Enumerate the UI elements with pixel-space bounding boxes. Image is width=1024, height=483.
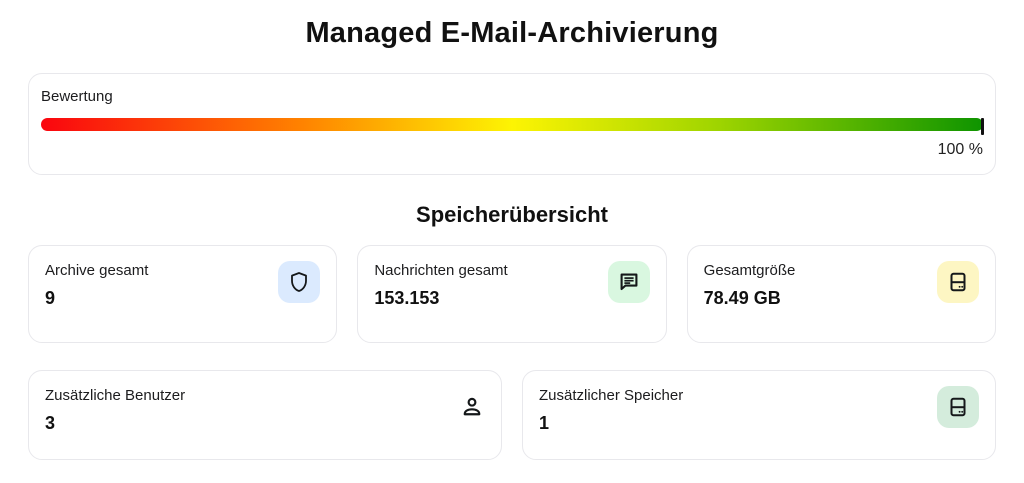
stat-label: Zusätzliche Benutzer bbox=[45, 387, 186, 404]
rating-bar-track bbox=[41, 118, 984, 135]
card-additional-users: Zusätzliche Benutzer 3 bbox=[28, 370, 502, 460]
page-title: Managed E-Mail-Archivierung bbox=[305, 17, 719, 49]
stat-label: Gesamtgröße bbox=[703, 262, 796, 279]
icon-badge bbox=[607, 261, 650, 303]
stat-value: 153.153 bbox=[374, 288, 440, 308]
rating-gradient-bar bbox=[41, 118, 983, 131]
icon-badge bbox=[937, 386, 979, 428]
stats-row-1: Archive gesamt 9 Nachrichten gesamt 153.… bbox=[28, 245, 996, 343]
stat-label: Nachrichten gesamt bbox=[374, 262, 508, 279]
icon-badge bbox=[443, 386, 485, 428]
icon-badge bbox=[278, 261, 321, 303]
stats-row-2: Zusätzliche Benutzer 3 Zusätzlicher Spei… bbox=[28, 370, 996, 460]
stat-value: 1 bbox=[539, 413, 550, 433]
shield-icon bbox=[287, 270, 311, 294]
card-additional-storage: Zusätzlicher Speicher 1 bbox=[522, 370, 996, 460]
stat-label: Archive gesamt bbox=[45, 262, 149, 279]
stat-value: 3 bbox=[45, 413, 56, 433]
card-total-size: Gesamtgröße 78.49 GB bbox=[686, 245, 996, 343]
harddrive-icon bbox=[946, 270, 970, 294]
card-archive-total: Archive gesamt 9 bbox=[28, 245, 338, 343]
stat-label: Zusätzlicher Speicher bbox=[539, 387, 684, 404]
stat-value: 78.49 GB bbox=[703, 288, 781, 308]
icon-badge bbox=[937, 261, 979, 303]
person-icon bbox=[459, 394, 485, 420]
rating-label: Bewertung bbox=[41, 88, 113, 105]
message-icon bbox=[617, 270, 641, 294]
stat-value: 9 bbox=[45, 288, 56, 308]
harddrive-icon bbox=[946, 395, 970, 419]
card-messages-total: Nachrichten gesamt 153.153 bbox=[357, 245, 667, 343]
rating-percent-label: 100 % bbox=[937, 141, 983, 158]
rating-marker bbox=[981, 118, 984, 135]
storage-overview-heading: Speicherübersicht bbox=[416, 202, 608, 227]
rating-card: Bewertung 100 % bbox=[28, 73, 996, 175]
